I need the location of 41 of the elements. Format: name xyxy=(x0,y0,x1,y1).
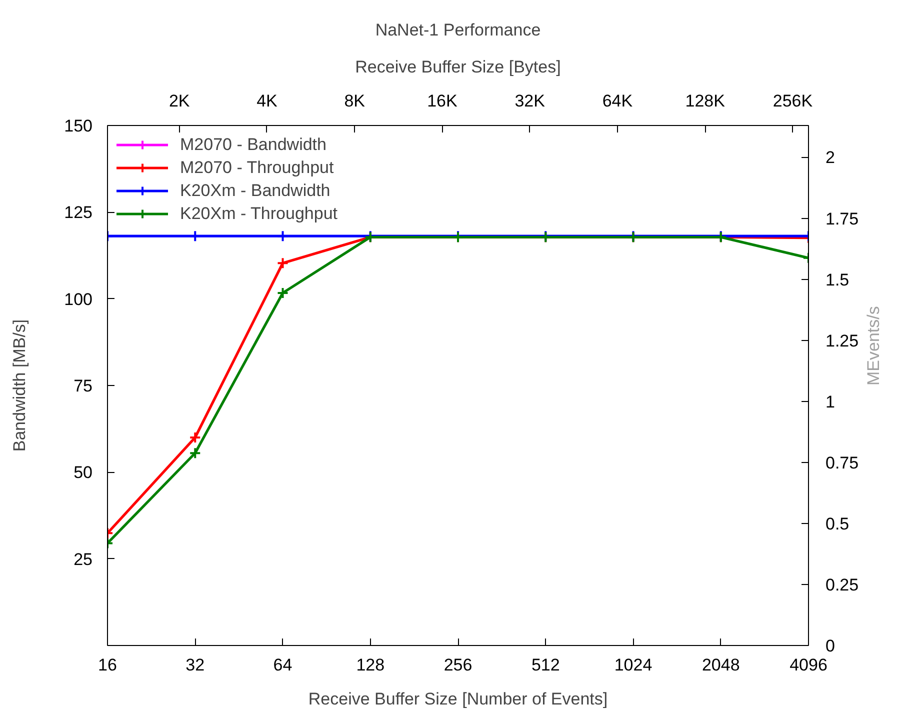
y2-tick-label: 0.75 xyxy=(826,453,859,472)
y2-tick-label: 1.5 xyxy=(826,270,850,290)
y-tick-label: 25 xyxy=(74,550,93,569)
x2-tick-label: 4K xyxy=(256,92,278,110)
y-tick-label: 50 xyxy=(74,463,93,482)
y-axis-title: Bandwidth [MB/s] xyxy=(10,319,30,452)
x-tick-label: 128 xyxy=(356,656,385,674)
legend-label: K20Xm - Bandwidth xyxy=(180,180,330,201)
y-tick-label: 100 xyxy=(64,290,93,309)
x2-tick-label: 2K xyxy=(168,92,190,110)
y2-tick-label: 2 xyxy=(826,148,835,168)
legend-label: M2070 - Throughput xyxy=(180,157,334,178)
y2-tick-label: 0 xyxy=(826,636,835,656)
x-tick-label: 4096 xyxy=(790,656,828,674)
x-tick-label: 256 xyxy=(444,656,472,674)
y2-tick-label: 0.5 xyxy=(826,514,850,534)
x-tick-label: 512 xyxy=(531,656,560,674)
x-tick-label: 2048 xyxy=(702,656,740,674)
x-tick-label: 64 xyxy=(273,656,292,674)
x-tick-label: 32 xyxy=(186,656,205,674)
chart-title: NaNet-1 Performance xyxy=(375,20,541,40)
y2-axis-title: MEvents/s xyxy=(864,306,884,386)
y-tick-label: 75 xyxy=(74,376,93,396)
x-tick-label: 1024 xyxy=(614,656,652,674)
x2-tick-label: 64K xyxy=(602,92,634,110)
x-tick-label: 16 xyxy=(98,656,117,674)
x2-tick-label: 128K xyxy=(685,92,726,110)
x2-tick-label: 32K xyxy=(514,92,546,110)
x2-tick-label: 16K xyxy=(427,92,458,110)
y2-tick-label: 1.75 xyxy=(826,209,859,228)
x-axis-title: Receive Buffer Size [Number of Events] xyxy=(308,690,608,708)
x2-tick-label: 256K xyxy=(772,92,814,110)
legend-label: M2070 - Bandwidth xyxy=(180,134,326,155)
legend-label: K20Xm - Throughput xyxy=(180,203,338,224)
x2-tick-label: 8K xyxy=(344,92,366,110)
y2-tick-label: 0.25 xyxy=(826,575,859,594)
y-tick-label: 150 xyxy=(64,116,93,136)
y2-tick-label: 1 xyxy=(826,392,835,412)
x2-axis-title: Receive Buffer Size [Bytes] xyxy=(355,58,561,76)
y2-tick-label: 1.25 xyxy=(826,331,859,350)
y-tick-label: 125 xyxy=(64,203,93,222)
